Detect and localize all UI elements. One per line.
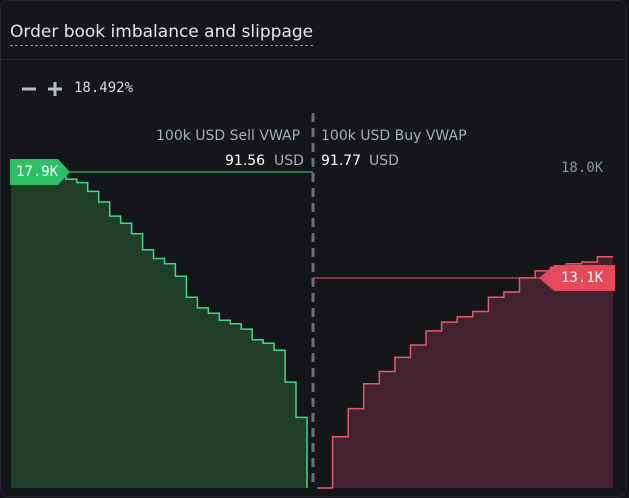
minus-icon[interactable] xyxy=(21,79,37,99)
plus-icon[interactable] xyxy=(47,79,63,99)
buy-vwap-label: 100k USD Buy VWAP xyxy=(321,128,467,144)
sell-vwap-label: 100k USD Sell VWAP xyxy=(156,128,301,144)
bid-depth-line xyxy=(11,171,308,488)
zoom-level: 18.492% xyxy=(74,80,134,96)
buy-vwap-unit: USD xyxy=(369,153,399,169)
ask-depth-area xyxy=(317,255,613,489)
panel-title[interactable]: Order book imbalance and slippage xyxy=(10,22,314,46)
sell-vwap-value: 91.56 xyxy=(225,153,266,169)
buy-vwap-value: 91.77 xyxy=(321,153,362,169)
panel-header: Order book imbalance and slippage xyxy=(1,1,628,60)
bid-area-fill xyxy=(11,172,307,488)
bid-depth-area xyxy=(11,171,308,488)
y-axis-tick: 18.0K xyxy=(561,160,604,176)
ask-total-badge: 13.1K xyxy=(539,265,615,291)
bid-total-badge: 17.9K xyxy=(10,159,70,185)
sell-vwap-unit: USD xyxy=(274,153,304,169)
ask-area-fill xyxy=(317,256,613,488)
